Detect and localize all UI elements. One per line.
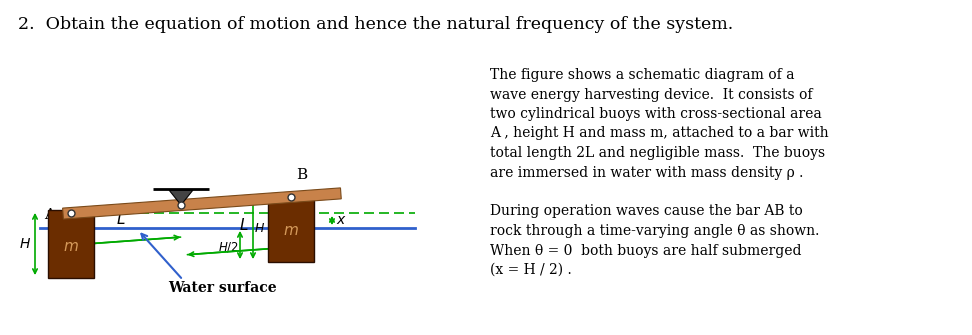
Text: 2.  Obtain the equation of motion and hence the natural frequency of the system.: 2. Obtain the equation of motion and hen… <box>18 16 733 33</box>
Text: rock through a time-varying angle θ as shown.: rock through a time-varying angle θ as s… <box>490 224 819 238</box>
Text: During operation waves cause the bar AB to: During operation waves cause the bar AB … <box>490 204 803 218</box>
Text: A: A <box>44 208 55 222</box>
Text: (x = H / 2) .: (x = H / 2) . <box>490 263 572 277</box>
Text: $H/2$: $H/2$ <box>218 240 239 254</box>
Bar <box>268 194 314 262</box>
Text: are immersed in water with mass density ρ .: are immersed in water with mass density … <box>490 165 804 180</box>
Polygon shape <box>62 188 341 219</box>
Text: $H$: $H$ <box>18 237 31 251</box>
Text: $x$: $x$ <box>336 213 347 227</box>
Text: $L$: $L$ <box>239 217 249 233</box>
Text: When θ = 0  both buoys are half submerged: When θ = 0 both buoys are half submerged <box>490 244 802 258</box>
Text: A , height H and mass m, attached to a bar with: A , height H and mass m, attached to a b… <box>490 127 828 140</box>
Text: total length 2L and negligible mass.  The buoys: total length 2L and negligible mass. The… <box>490 146 825 160</box>
Text: $L$: $L$ <box>116 211 125 227</box>
Text: B: B <box>296 168 307 182</box>
Text: $\theta$: $\theta$ <box>72 215 82 229</box>
Text: Water surface: Water surface <box>168 281 277 295</box>
Text: two cylindrical buoys with cross-sectional area: two cylindrical buoys with cross-section… <box>490 107 821 121</box>
Polygon shape <box>169 190 193 205</box>
Text: $m$: $m$ <box>283 224 299 239</box>
Bar <box>48 210 94 278</box>
Text: The figure shows a schematic diagram of a: The figure shows a schematic diagram of … <box>490 68 794 82</box>
Text: $m$: $m$ <box>63 241 79 254</box>
Text: $H$: $H$ <box>254 221 265 234</box>
Text: wave energy harvesting device.  It consists of: wave energy harvesting device. It consis… <box>490 87 813 102</box>
